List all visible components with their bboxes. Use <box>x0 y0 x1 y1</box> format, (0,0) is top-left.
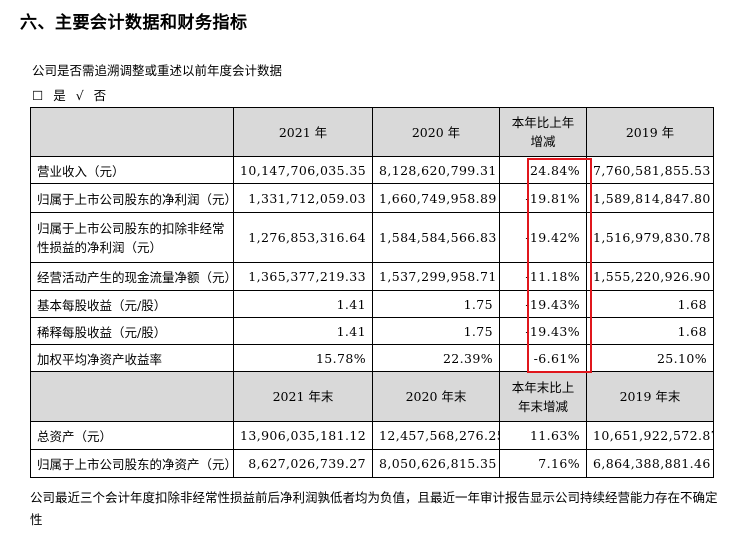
table-row: 归属于上市公司股东的净利润（元） 1,331,712,059.03 1,660,… <box>30 183 714 213</box>
row-label: 营业收入（元） <box>30 156 234 184</box>
row-label: 总资产（元） <box>30 421 234 450</box>
checkmark-icon: √ <box>75 88 84 103</box>
row-label: 稀释每股收益（元/股） <box>30 317 234 345</box>
table-row: 稀释每股收益（元/股） 1.41 1.75 -19.43% 1.68 <box>30 317 714 345</box>
restatement-answer: ☐ 是 √ 否 <box>32 85 112 104</box>
cell-2019: 1,516,979,830.78 <box>586 212 714 263</box>
cell-2020: 8,128,620,799.31 <box>372 156 500 184</box>
cell-2021: 1.41 <box>233 317 373 345</box>
cell-2019: 25.10% <box>586 344 714 372</box>
table2-header-2019: 2019 年末 <box>586 371 714 422</box>
cell-2020: 8,050,626,815.35 <box>372 449 500 478</box>
cell-2019: 7,760,581,855.53 <box>586 156 714 184</box>
row-label: 加权平均净资产收益率 <box>30 344 234 372</box>
table1-header-2021: 2021 年 <box>233 107 373 157</box>
cell-2020: 12,457,568,276.25 <box>372 421 500 450</box>
table-row: 总资产（元） 13,906,035,181.12 12,457,568,276.… <box>30 421 714 450</box>
cell-2020: 1,584,584,566.83 <box>372 212 500 263</box>
cell-change: -19.43% <box>499 317 587 345</box>
table2-header-row: 2021 年末 2020 年末 本年末比上年末增减 2019 年末 <box>30 371 714 422</box>
row-label: 归属于上市公司股东的净利润（元） <box>30 183 234 213</box>
row-label: 基本每股收益（元/股） <box>30 290 234 318</box>
table-row: 加权平均净资产收益率 15.78% 22.39% -6.61% 25.10% <box>30 344 714 372</box>
cell-change: 7.16% <box>499 449 587 478</box>
cell-2020: 1,660,749,958.89 <box>372 183 500 213</box>
section-title: 六、主要会计数据和财务指标 <box>20 13 248 33</box>
cell-2021: 8,627,026,739.27 <box>233 449 373 478</box>
table2-header-2021: 2021 年末 <box>233 371 373 422</box>
cell-change: -19.42% <box>499 212 587 263</box>
cell-change: -19.81% <box>499 183 587 213</box>
cell-2020: 22.39% <box>372 344 500 372</box>
checkbox-empty-icon: ☐ <box>32 88 44 103</box>
cell-2021: 1,276,853,316.64 <box>233 212 373 263</box>
cell-2021: 10,147,706,035.35 <box>233 156 373 184</box>
cell-2020: 1.75 <box>372 290 500 318</box>
cell-2019: 1,555,220,926.90 <box>586 262 714 291</box>
cell-2021: 13,906,035,181.12 <box>233 421 373 450</box>
table1-header-2019: 2019 年 <box>586 107 714 157</box>
table2-header-change: 本年末比上年末增减 <box>499 371 587 422</box>
table-row: 经营活动产生的现金流量净额（元） 1,365,377,219.33 1,537,… <box>30 262 714 291</box>
answer-no-label: 否 <box>93 88 107 103</box>
table-row: 归属于上市公司股东的净资产（元） 8,627,026,739.27 8,050,… <box>30 449 714 478</box>
row-label: 归属于上市公司股东的净资产（元） <box>30 449 234 478</box>
answer-yes-label: 是 <box>53 88 66 103</box>
footnote: 公司最近三个会计年度扣除非经常性损益前后净利润孰低者均为负值，且最近一年审计报告… <box>30 490 718 527</box>
row-label: 归属于上市公司股东的扣除非经常性损益的净利润（元） <box>30 212 234 263</box>
cell-2021: 1,331,712,059.03 <box>233 183 373 213</box>
table2-header-blank <box>30 371 234 422</box>
restatement-question: 公司是否需追溯调整或重述以前年度会计数据 <box>32 63 283 78</box>
table-row: 基本每股收益（元/股） 1.41 1.75 -19.43% 1.68 <box>30 290 714 318</box>
cell-2019: 1,589,814,847.80 <box>586 183 714 213</box>
cell-2020: 1,537,299,958.71 <box>372 262 500 291</box>
cell-change: 24.84% <box>499 156 587 184</box>
table1-header-change: 本年比上年增减 <box>499 107 587 157</box>
cell-2019: 6,864,388,881.46 <box>586 449 714 478</box>
financial-indicators-table: 2021 年 2020 年 本年比上年增减 2019 年 营业收入（元） 10,… <box>30 107 714 478</box>
cell-change: 11.63% <box>499 421 587 450</box>
cell-2021: 15.78% <box>233 344 373 372</box>
cell-change: -6.61% <box>499 344 587 372</box>
cell-2019: 1.68 <box>586 317 714 345</box>
cell-2020: 1.75 <box>372 317 500 345</box>
table1-header-blank <box>30 107 234 157</box>
cell-change: -19.43% <box>499 290 587 318</box>
cell-2021: 1.41 <box>233 290 373 318</box>
cell-2019: 1.68 <box>586 290 714 318</box>
table2-header-2020: 2020 年末 <box>372 371 500 422</box>
table-row: 营业收入（元） 10,147,706,035.35 8,128,620,799.… <box>30 156 714 184</box>
table-row: 归属于上市公司股东的扣除非经常性损益的净利润（元） 1,276,853,316.… <box>30 212 714 263</box>
table1-header-row: 2021 年 2020 年 本年比上年增减 2019 年 <box>30 107 714 157</box>
cell-2021: 1,365,377,219.33 <box>233 262 373 291</box>
row-label: 经营活动产生的现金流量净额（元） <box>30 262 234 291</box>
cell-change: -11.18% <box>499 262 587 291</box>
table1-header-2020: 2020 年 <box>372 107 500 157</box>
cell-2019: 10,651,922,572.87 <box>586 421 714 450</box>
